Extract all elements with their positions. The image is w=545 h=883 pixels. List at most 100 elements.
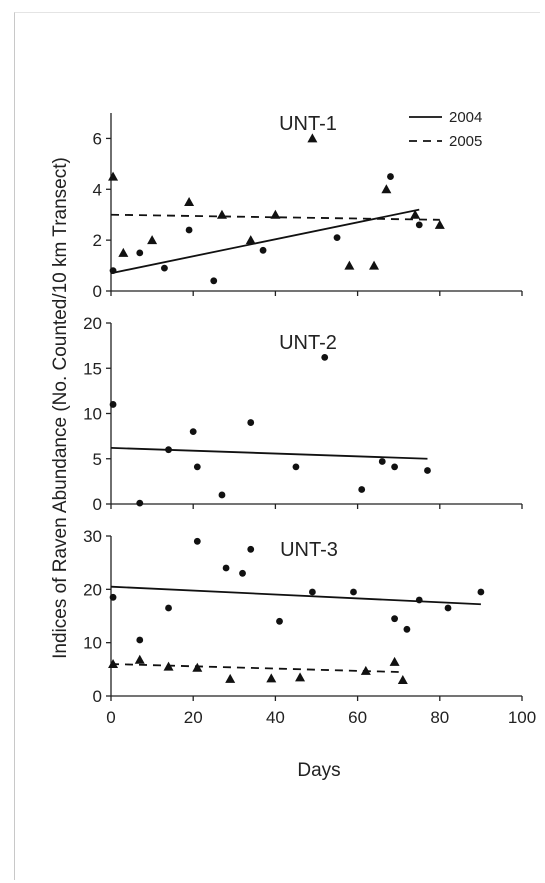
series-2004 — [109, 537, 485, 644]
data-point-2005 — [266, 673, 277, 683]
data-point-2004 — [444, 604, 452, 612]
data-point-2004 — [378, 458, 386, 465]
data-point-2004 — [321, 353, 329, 361]
panel-unt-1: 0 2 4 6 UNT-1 — [93, 113, 523, 301]
data-point-2005 — [118, 247, 129, 257]
data-point-2004 — [350, 588, 357, 596]
x-tick-label: 60 — [348, 708, 367, 727]
data-point-2004 — [247, 419, 255, 426]
data-point-2004 — [358, 486, 366, 493]
panel-unt-2: 0 5 10 15 20 UNT-2 — [83, 314, 523, 514]
data-point-2004 — [391, 615, 398, 623]
data-point-2004 — [161, 264, 168, 272]
data-point-2005 — [360, 665, 371, 675]
y-tick-label: 30 — [83, 527, 102, 546]
data-point-2005 — [307, 133, 318, 143]
y-tick-label: 0 — [93, 687, 102, 706]
y-tick-label: 10 — [83, 634, 102, 653]
legend-label-2005: 2005 — [449, 133, 482, 150]
data-point-2004 — [415, 596, 423, 604]
data-point-2005 — [225, 673, 236, 683]
data-point-2005 — [134, 654, 145, 664]
panel-title: UNT-1 — [279, 113, 337, 135]
data-point-2005 — [270, 209, 281, 219]
trend-line-2004 — [110, 585, 481, 606]
x-tick-label: 80 — [430, 708, 449, 727]
data-point-2005 — [369, 260, 380, 270]
data-point-2004 — [165, 446, 172, 454]
data-point-2004 — [193, 537, 201, 545]
trend-line-2004 — [110, 446, 428, 460]
data-point-2004 — [308, 588, 316, 596]
data-point-2004 — [210, 277, 218, 285]
data-point-2004 — [424, 467, 431, 474]
data-point-2004 — [109, 401, 117, 408]
data-point-2005 — [245, 235, 256, 245]
x-tick-label: 20 — [184, 708, 203, 727]
data-point-2005 — [389, 656, 400, 666]
series-2004 — [109, 353, 431, 507]
data-point-2004 — [109, 267, 117, 275]
y-tick-label: 0 — [93, 282, 102, 301]
data-point-2004 — [477, 588, 485, 596]
series-2005 — [108, 654, 408, 684]
data-point-2005 — [397, 675, 408, 684]
y-tick-label: 20 — [83, 580, 102, 599]
data-point-2004 — [391, 463, 398, 471]
data-point-2004 — [387, 173, 394, 180]
y-axis-title: Indices of Raven Abundance (No. Counted/… — [50, 157, 71, 659]
x-axis-title: Days — [297, 760, 340, 781]
data-point-2004 — [136, 636, 144, 644]
panels-layer: 0 2 4 6 UNT-1 0 5 10 15 20 UNT-2 0 10 20 30 0 20 40 60 80 10… — [83, 113, 536, 727]
y-tick-label: 4 — [93, 180, 102, 199]
data-point-2005 — [295, 672, 306, 682]
data-point-2004 — [333, 234, 341, 242]
data-point-2004 — [189, 428, 197, 435]
data-point-2004 — [136, 249, 144, 257]
data-point-2005 — [108, 171, 119, 181]
data-point-2005 — [108, 659, 119, 668]
data-point-2004 — [247, 545, 255, 553]
legend-label-2004: 2004 — [449, 109, 482, 126]
y-tick-label: 6 — [93, 129, 102, 148]
data-point-2004 — [109, 593, 117, 601]
trend-line-2005 — [110, 663, 399, 673]
data-point-2004 — [185, 226, 193, 234]
data-point-2005 — [192, 662, 203, 672]
y-tick-label: 10 — [83, 405, 102, 424]
x-tick-label: 100 — [508, 708, 536, 727]
data-point-2004 — [218, 491, 226, 499]
data-point-2005 — [163, 661, 174, 671]
data-point-2005 — [410, 209, 421, 219]
data-point-2005 — [147, 235, 158, 245]
data-point-2004 — [292, 463, 300, 471]
y-tick-label: 0 — [93, 495, 102, 514]
series-2004 — [109, 173, 423, 285]
y-tick-label: 5 — [93, 450, 102, 469]
data-point-2005 — [216, 209, 227, 219]
data-point-2004 — [415, 221, 423, 229]
data-point-2004 — [239, 569, 246, 577]
data-point-2004 — [276, 617, 283, 625]
data-point-2005 — [344, 260, 355, 270]
panel-unt-3: 0 10 20 30 0 20 40 60 80 100 UNT-3 — [83, 527, 536, 727]
data-point-2004 — [136, 499, 144, 507]
data-point-2005 — [381, 184, 392, 194]
data-point-2004 — [165, 604, 172, 612]
y-tick-label: 2 — [93, 231, 102, 250]
data-point-2004 — [403, 625, 411, 633]
trend-line-2004 — [110, 208, 420, 275]
x-tick-label: 0 — [106, 708, 115, 727]
data-point-2004 — [259, 246, 267, 254]
data-point-2004 — [222, 564, 230, 572]
y-tick-label: 20 — [83, 314, 102, 333]
y-tick-label: 15 — [83, 359, 102, 378]
x-tick-label: 40 — [266, 708, 285, 727]
panel-title: UNT-3 — [280, 539, 338, 561]
data-point-2004 — [193, 463, 201, 471]
legend: 2004 2005 — [409, 109, 482, 150]
figure-frame — [14, 12, 540, 880]
data-point-2005 — [434, 219, 445, 229]
panel-title: UNT-2 — [279, 332, 337, 354]
